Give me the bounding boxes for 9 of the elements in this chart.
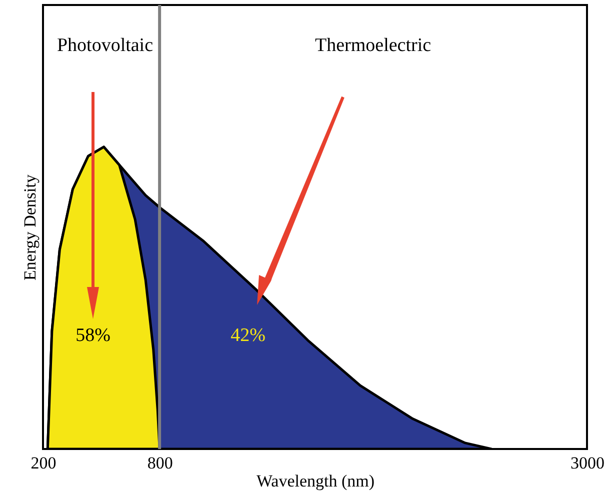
x-axis-title: Wavelength (nm) [256, 472, 375, 490]
x-tick-label: 800 [147, 454, 173, 472]
text: Photovoltaic [56, 35, 154, 56]
x-tick-label: 200 [30, 454, 56, 472]
x-tick-label: 3000 [570, 454, 604, 472]
annotation: 42% [230, 325, 266, 346]
text: Thermoelectric [314, 35, 432, 56]
y-axis-title: Energy Density [20, 174, 40, 280]
annotation: 58% [76, 325, 111, 346]
